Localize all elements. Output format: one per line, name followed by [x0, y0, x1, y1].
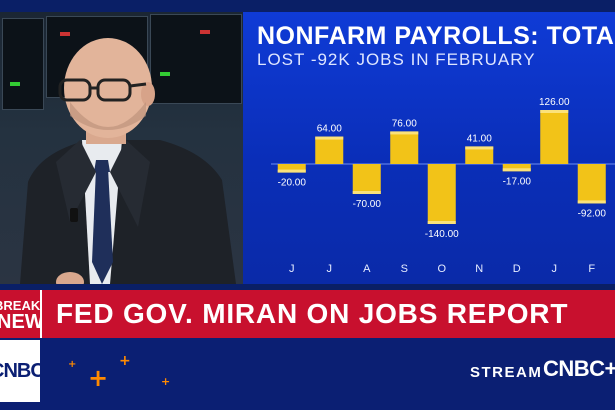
guest-figure	[20, 38, 236, 284]
network-logo-text: CNBC	[0, 360, 40, 382]
bar	[277, 164, 306, 173]
x-tick-label: D	[513, 263, 521, 275]
bar	[315, 136, 344, 164]
headline-bar: FED GOV. MIRAN ON JOBS REPORT	[40, 290, 615, 338]
background-monitor	[2, 18, 44, 110]
plus-icon: +	[119, 353, 131, 369]
breaking-news-tag: BREAKING NEWS	[0, 290, 40, 338]
plus-icon: +	[68, 359, 77, 370]
breaking-label: BREAKING	[0, 298, 40, 313]
headline-text: FED GOV. MIRAN ON JOBS REPORT	[56, 298, 569, 329]
ticker-mark	[10, 82, 20, 86]
network-logo: CNBC	[0, 340, 40, 402]
data-label: -70.00	[353, 199, 382, 210]
bar-highlight	[315, 136, 344, 140]
chart-subtitle: LOST -92K JOBS IN FEBRUARY	[257, 50, 536, 69]
x-tick-label: S	[401, 263, 408, 275]
bar-highlight	[390, 131, 419, 135]
x-tick-label: J	[289, 263, 295, 275]
bar	[540, 110, 569, 164]
x-tick-label: F	[588, 263, 595, 275]
bar-highlight	[502, 168, 531, 172]
data-label: 41.00	[467, 133, 492, 144]
bottom-bar	[0, 338, 615, 410]
ticker-mark	[200, 30, 210, 34]
bar-highlight	[577, 200, 606, 204]
chart-title: NONFARM PAYROLLS: TOTAL	[257, 22, 615, 50]
bar	[465, 146, 494, 164]
x-tick-label: J	[552, 263, 558, 275]
stream-label: STREAM	[470, 364, 543, 381]
data-label: -20.00	[278, 178, 307, 189]
bar-chart: -20.00 J 64.00 J -70.00 A 76.00 S -140.00 O 41.00 N…	[271, 97, 615, 275]
x-tick-label: J	[327, 263, 333, 275]
bar-highlight	[540, 110, 569, 113]
video-feed	[0, 12, 243, 284]
chart-panel: NONFARM PAYROLLS: TOTAL LOST -92K JOBS I…	[243, 12, 615, 284]
news-label: NEWS	[0, 311, 40, 333]
bar	[352, 164, 381, 194]
bar-highlight	[465, 146, 494, 150]
data-label: -92.00	[578, 208, 607, 219]
bar-highlight	[352, 191, 381, 194]
bar	[427, 164, 456, 224]
x-tick-label: N	[475, 263, 483, 275]
top-strip	[0, 0, 615, 12]
bar-highlight	[427, 221, 456, 224]
plus-icon: +	[88, 364, 109, 392]
data-label: 64.00	[317, 124, 342, 135]
data-label: -17.00	[503, 176, 532, 187]
data-label: 76.00	[392, 118, 417, 129]
data-label: 126.00	[539, 97, 570, 108]
ticker-mark	[160, 72, 170, 76]
x-tick-label: O	[437, 263, 446, 275]
plus-icon: +	[161, 375, 171, 388]
brand-logo: CNBC+	[543, 356, 615, 381]
bar	[390, 131, 419, 164]
data-label: -140.00	[425, 229, 459, 240]
x-tick-label: A	[363, 263, 371, 275]
bar-highlight	[277, 169, 306, 173]
bar	[577, 164, 606, 204]
ticker-mark	[60, 32, 70, 36]
background-monitor	[150, 14, 242, 104]
bar	[502, 164, 531, 172]
